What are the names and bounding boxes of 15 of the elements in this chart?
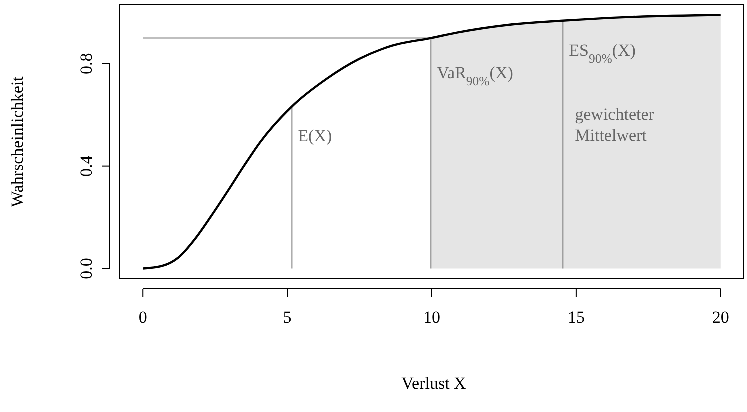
ref-line-label: E(X)	[298, 126, 332, 146]
annotation: gewichteter Mittelwert	[575, 105, 655, 146]
x-tick-label: 10	[424, 308, 440, 327]
line-series	[142, 14, 722, 270]
ref-line-label: ES$_{90%}$(X)	[569, 40, 636, 66]
ref-line-label: VaR$_{90%}$(X)	[437, 63, 514, 88]
x-tick-label: 0	[138, 308, 148, 327]
x-tick-label: 20	[712, 308, 730, 327]
x-axis-title: Verlust X	[402, 374, 466, 393]
y-tick-label: 0.8	[77, 53, 96, 75]
y-tick-label: 0.0	[77, 258, 96, 280]
x-tick-label: 5	[283, 308, 292, 327]
x-tick-label: 15	[568, 308, 585, 327]
y-tick-label: 0.4	[77, 155, 96, 177]
y-axis-title: Wahrscheinlichkeit	[8, 76, 27, 208]
